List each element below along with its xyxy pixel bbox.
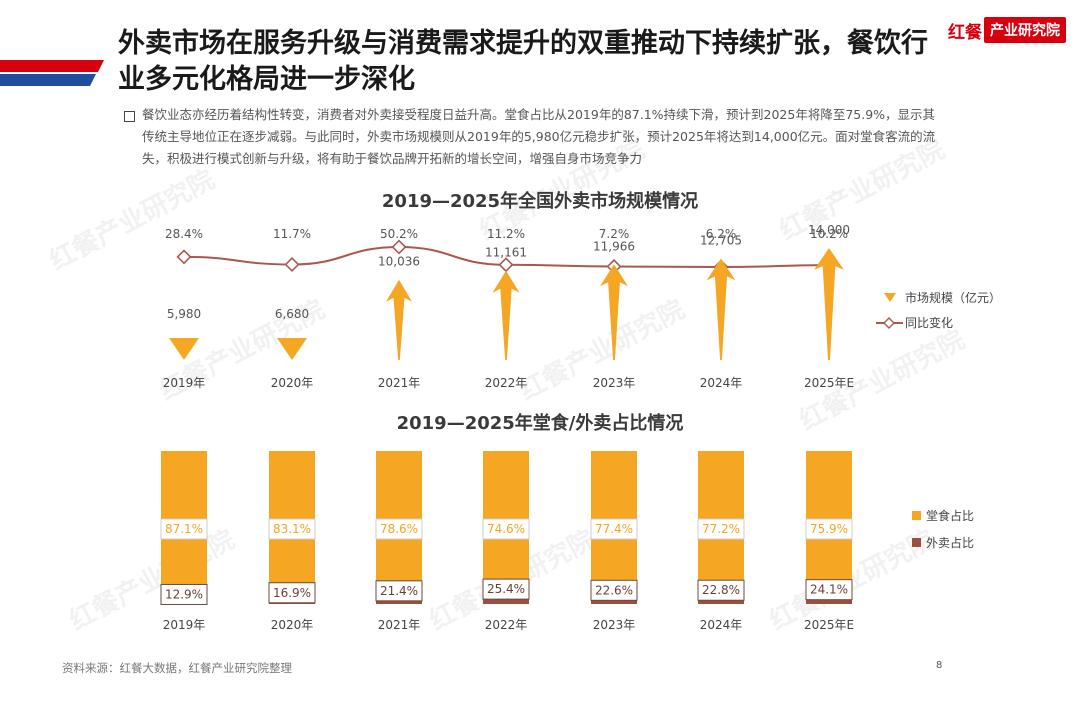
dine-in-label-box [268, 518, 316, 540]
market-size-arrow [385, 279, 413, 360]
dine-in-label-box [160, 518, 208, 540]
takeout-label: 22.8% [702, 583, 740, 597]
market-size-arrow [706, 258, 736, 360]
legend-swatch-yoy-marker [883, 317, 895, 329]
share-stacked-chart: 87.1% 12.9% 2019年 83.1% 16.9% 2020年 78.6% 21.4%… [160, 451, 974, 632]
market-size-label: 10,036 [378, 255, 420, 269]
yoy-marker [176, 249, 192, 265]
dine-in-label: 77.4% [595, 522, 633, 536]
takeout-label-box [268, 582, 316, 604]
logo-mark: 红餐 [948, 22, 982, 43]
dine-in-label: 77.2% [702, 522, 740, 536]
x-axis-label: 2019年 [163, 618, 206, 632]
x-axis-label: 2021年 [378, 618, 421, 632]
dine-in-label-box [375, 518, 423, 540]
page-title: 外卖市场在服务升级与消费需求提升的双重推动下持续扩张，餐饮行业多元化格局进一步深… [118, 28, 928, 95]
takeout-label-box [375, 580, 423, 602]
dine-in-label: 78.6% [380, 522, 418, 536]
brand-logo: 红餐 产业研究院 [948, 16, 1066, 44]
market-size-arrow [277, 338, 307, 360]
source-note: 资料来源：红餐大数据，红餐产业研究院整理 [62, 661, 292, 675]
yoy-label: 11.7% [273, 227, 311, 241]
takeout-label-box [697, 579, 745, 601]
x-axis-label: 2020年 [271, 376, 314, 390]
dine-in-label: 74.6% [487, 522, 525, 536]
x-axis-label: 2021年 [378, 376, 421, 390]
takeout-label-box [805, 579, 853, 601]
x-axis-label: 2023年 [593, 618, 636, 632]
dine-in-label-box [482, 518, 530, 540]
x-axis-label: 2022年 [485, 376, 528, 390]
x-axis-label: 2025年E [804, 376, 854, 390]
market-size-arrow [492, 270, 520, 360]
chart1-title: 2019—2025年全国外卖市场规模情况 [381, 191, 699, 212]
takeout-label: 25.4% [487, 582, 525, 596]
market-size-arrow [600, 264, 628, 360]
market-size-label: 11,966 [593, 239, 635, 253]
x-axis-label: 2024年 [700, 376, 743, 390]
logo-text: 产业研究院 [984, 17, 1066, 43]
takeout-label: 12.9% [165, 587, 203, 601]
market-size-label: 11,161 [485, 246, 527, 260]
intro-paragraph: 餐饮业态亦经历着结构性转变，消费者对外卖接受程度日益升高。堂食占比从2019年的… [142, 107, 936, 166]
yoy-marker [498, 257, 514, 273]
legend-swatch-takeout [912, 538, 921, 547]
yoy-marker [391, 239, 407, 255]
legend-label-market-size: 市场规模（亿元） [905, 290, 1001, 305]
page-number: 8 [936, 660, 943, 671]
x-axis-label: 2022年 [485, 618, 528, 632]
yoy-label: 50.2% [380, 227, 418, 241]
market-size-arrow [814, 248, 844, 360]
market-size-label: 14,000 [808, 223, 850, 237]
dine-in-label: 87.1% [165, 522, 203, 536]
legend-swatch-dine-in [912, 511, 921, 520]
x-axis-label: 2024年 [700, 618, 743, 632]
x-axis-label: 2020年 [271, 618, 314, 632]
takeout-label: 24.1% [810, 583, 848, 597]
chart2-title: 2019—2025年堂食/外卖占比情况 [396, 413, 684, 434]
x-axis-label: 2025年E [804, 618, 854, 632]
legend-label-dine-in: 堂食占比 [926, 508, 974, 523]
takeout-label: 21.4% [380, 584, 418, 598]
yoy-marker [284, 257, 300, 272]
takeout-label-box [590, 579, 638, 601]
bullet-square-icon [124, 111, 135, 122]
takeout-label-box [482, 578, 530, 600]
market-size-label: 12,705 [700, 233, 742, 247]
x-axis-label: 2023年 [593, 376, 636, 390]
yoy-label: 7.2% [599, 227, 630, 241]
market-size-label: 6,680 [275, 307, 309, 321]
market-size-chart: 28.4% 11.7% 50.2% 11.2% 7.2% 6.2% 10.2% 5,980 20… [163, 223, 1001, 390]
dine-in-label-box [590, 518, 638, 540]
dine-in-label: 83.1% [273, 522, 311, 536]
yoy-label: 28.4% [165, 227, 203, 241]
takeout-label: 22.6% [595, 583, 633, 597]
dine-in-label: 75.9% [810, 522, 848, 536]
yoy-label: 11.2% [487, 227, 525, 241]
dine-in-label-box [697, 518, 745, 540]
dine-in-label-box [805, 518, 853, 540]
legend-swatch-market-size [884, 293, 896, 302]
takeout-label: 16.9% [273, 586, 311, 600]
legend-label-yoy: 同比变化 [905, 315, 953, 330]
yoy-label: 6.2% [706, 227, 737, 241]
x-axis-label: 2019年 [163, 376, 206, 390]
market-size-label: 5,980 [167, 307, 201, 321]
legend-label-takeout: 外卖占比 [926, 535, 974, 550]
takeout-label-box [160, 583, 208, 605]
yoy-label: 10.2% [810, 227, 848, 241]
market-size-arrow [169, 338, 199, 360]
header-decoration [0, 60, 104, 86]
